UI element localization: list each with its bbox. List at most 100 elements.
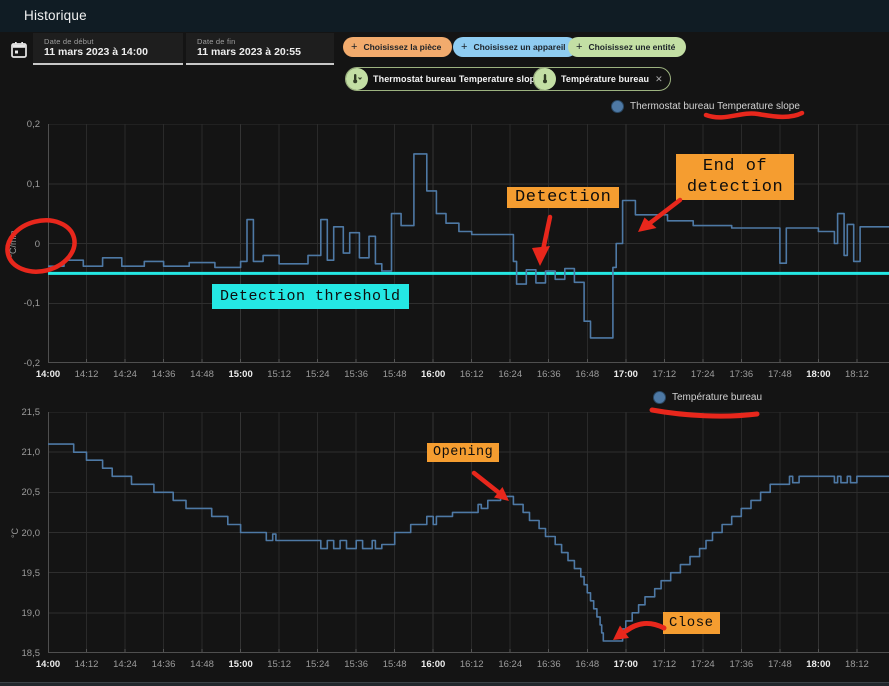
x-tick-label: 16:48 xyxy=(575,369,600,380)
thermometer-icon xyxy=(534,68,556,90)
y-axis-labels: 0,2 0,1 0 -0,1 -0,2 xyxy=(0,119,44,369)
opening-annotation: Opening xyxy=(427,443,500,462)
y-tick-label: 19,0 xyxy=(21,607,41,619)
date-end-label: Date de fin xyxy=(197,37,236,46)
y-tick-label: 0,2 xyxy=(26,119,40,130)
x-tick-label: 17:12 xyxy=(652,659,677,670)
x-axis-labels: 14:00 14:12 14:24 14:36 14:48 15:00 15:12 15:24… xyxy=(0,369,889,381)
x-tick-label: 15:36 xyxy=(344,369,369,380)
x-tick-label: 15:24 xyxy=(305,369,330,380)
choose-area-label: Choisissez la pièce xyxy=(363,42,442,52)
legend-temperature-bureau[interactable]: Température bureau xyxy=(653,391,762,404)
x-tick-label: 16:12 xyxy=(459,659,484,670)
choose-entity-label: Choisissez une entité xyxy=(588,42,676,52)
x-tick-label: 14:12 xyxy=(74,369,99,380)
entity-chip-thermostat-slope[interactable]: Thermostat bureau Temperature slope ✕ xyxy=(345,67,562,91)
x-tick-label: 15:12 xyxy=(267,659,291,670)
y-tick-label: 19,5 xyxy=(21,567,41,579)
y-tick-label: 21,0 xyxy=(21,447,41,459)
y-tick-label: 21,5 xyxy=(21,407,41,418)
legend-thermostat-slope[interactable]: Thermostat bureau Temperature slope xyxy=(611,100,800,113)
x-tick-label: 15:12 xyxy=(267,369,291,380)
plus-icon: + xyxy=(576,40,583,53)
x-tick-label: 14:36 xyxy=(151,659,176,670)
x-tick-label: 14:24 xyxy=(113,369,137,380)
x-tick-label: 16:12 xyxy=(459,369,484,380)
x-tick-label: 18:12 xyxy=(845,659,869,670)
y-tick-label: 20,0 xyxy=(21,527,41,539)
x-tick-label: 17:36 xyxy=(729,659,754,670)
page-title: Historique xyxy=(24,8,87,23)
legend-label: Thermostat bureau Temperature slope xyxy=(630,101,800,112)
x-tick-label: 14:48 xyxy=(190,369,214,380)
x-tick-label: 17:48 xyxy=(767,659,792,670)
series-line xyxy=(48,153,889,339)
plus-icon: + xyxy=(351,40,358,53)
legend-label: Température bureau xyxy=(672,392,763,403)
plus-icon: + xyxy=(461,40,468,53)
next-card-edge xyxy=(0,682,889,686)
date-end-value: 11 mars 2023 à 20:55 xyxy=(197,46,301,58)
x-tick-label: 17:48 xyxy=(767,369,792,380)
x-tick-label: 15:24 xyxy=(305,659,330,670)
date-start-field[interactable]: Date de début 11 mars 2023 à 14:00 xyxy=(33,33,183,65)
x-tick-label: 15:36 xyxy=(344,659,369,670)
detection-annotation: Detection xyxy=(507,187,620,208)
close-annotation: Close xyxy=(663,612,720,634)
x-tick-label: 15:48 xyxy=(382,659,407,670)
date-start-label: Date de début xyxy=(44,37,94,46)
x-tick-label: 17:00 xyxy=(613,369,638,380)
x-tick-label: 14:24 xyxy=(113,659,137,670)
choose-entity-chip[interactable]: + Choisissez une entité xyxy=(568,37,687,57)
x-tick-label: 14:48 xyxy=(190,659,214,670)
date-start-value: 11 mars 2023 à 14:00 xyxy=(44,46,148,58)
y-tick-label: -0,1 xyxy=(23,298,40,310)
red-underline-legend1 xyxy=(703,110,805,120)
legend-marker xyxy=(653,391,666,404)
x-tick-label: 16:24 xyxy=(498,659,523,670)
y-axis-labels: 21,5 21,0 20,5 20,0 19,5 19,0 18,5 xyxy=(0,407,44,659)
end-of-detection-annotation: End of detection xyxy=(676,154,794,200)
y-tick-label: 0,1 xyxy=(26,178,40,190)
choose-device-label: Choisissez un appareil xyxy=(473,42,566,52)
x-tick-label: 16:00 xyxy=(421,659,446,670)
calendar-icon-button[interactable] xyxy=(6,38,32,64)
x-tick-label: 18:00 xyxy=(806,369,831,380)
x-tick-label: 16:36 xyxy=(536,369,561,380)
x-tick-label: 16:36 xyxy=(536,659,561,670)
x-tick-label: 17:36 xyxy=(729,369,754,380)
choose-area-chip[interactable]: + Choisissez la pièce xyxy=(343,37,453,57)
app-header: Historique xyxy=(0,0,889,32)
date-end-field[interactable]: Date de fin 11 mars 2023 à 20:55 xyxy=(186,33,334,65)
remove-entity-icon[interactable]: ✕ xyxy=(655,73,663,84)
x-tick-label: 16:48 xyxy=(575,659,600,670)
y-tick-label: -0,2 xyxy=(23,358,40,369)
detection-threshold-annotation: Detection threshold xyxy=(212,284,409,309)
calendar-icon xyxy=(11,42,27,58)
x-tick-label: 17:24 xyxy=(690,659,715,670)
x-tick-label: 14:12 xyxy=(74,659,99,670)
entity-chip-label: Température bureau xyxy=(561,74,650,84)
y-tick-label: 18,5 xyxy=(21,648,41,659)
x-tick-label: 18:00 xyxy=(806,659,831,670)
x-tick-label: 14:00 xyxy=(35,369,61,380)
series-line xyxy=(48,443,889,642)
x-tick-label: 17:00 xyxy=(613,659,638,670)
x-tick-label: 16:24 xyxy=(498,369,523,380)
x-tick-label: 18:12 xyxy=(845,369,869,380)
y-tick-label: 0 xyxy=(34,238,40,250)
y-tick-label: 20,5 xyxy=(21,487,41,499)
choose-device-chip[interactable]: + Choisissez un appareil xyxy=(453,37,577,57)
legend-marker xyxy=(611,100,624,113)
x-tick-label: 15:00 xyxy=(228,369,253,380)
thermostat-icon xyxy=(346,68,368,90)
x-tick-label: 17:12 xyxy=(652,369,677,380)
x-tick-label: 15:00 xyxy=(228,659,253,670)
x-tick-label: 17:24 xyxy=(690,369,715,380)
entity-chip-label: Thermostat bureau Temperature slope xyxy=(373,74,541,84)
x-tick-label: 15:48 xyxy=(382,369,407,380)
x-tick-label: 14:36 xyxy=(151,369,176,380)
x-tick-label: 16:00 xyxy=(421,369,446,380)
entity-chip-temperature-bureau[interactable]: Température bureau ✕ xyxy=(533,67,671,91)
